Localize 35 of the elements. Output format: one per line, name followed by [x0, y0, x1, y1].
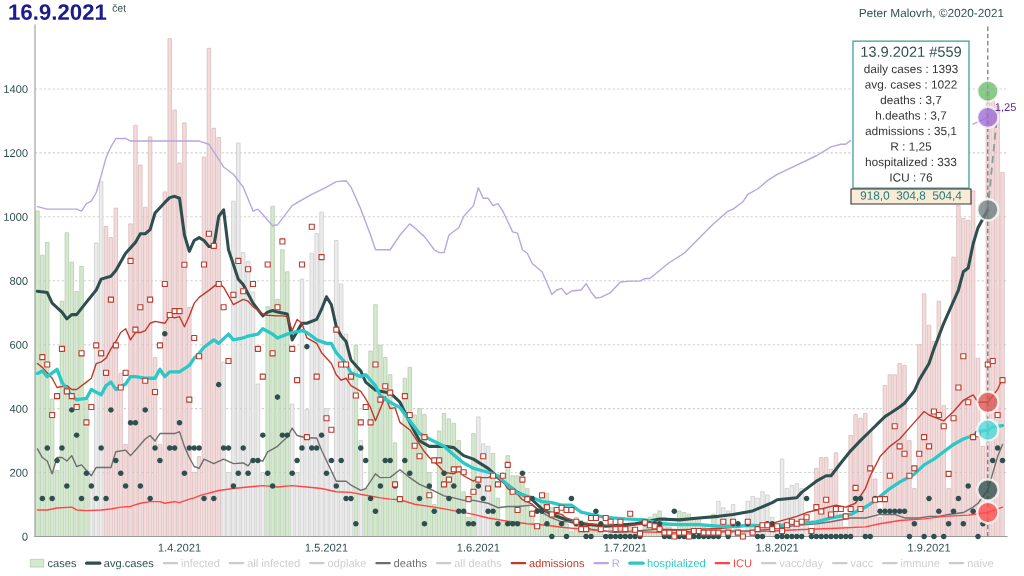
annotation: R : 1,25 [891, 142, 932, 153]
y-tick-label: 600 [10, 340, 28, 349]
legend-label: cases [47, 561, 77, 568]
x-tick-label: 1.9.2021 [908, 543, 951, 552]
y-tick-label: 1200 [4, 149, 28, 158]
annotation: h.deaths : 3,7 [876, 111, 947, 122]
y-tick-label: 1400 [4, 85, 28, 94]
chart-title: 16.9.2021 [9, 4, 107, 20]
annotation: hospitalized : 333 [865, 157, 957, 169]
annotation: admissions : 35,1 [865, 126, 957, 137]
legend-label: R [612, 559, 620, 568]
text: Peter Malovrh, ©2020-2021 [859, 8, 1004, 19]
y-tick-label: 200 [10, 468, 28, 477]
legend-label: avg.cases [104, 561, 154, 570]
x-tick-label: 1.7.2021 [604, 543, 647, 552]
annotation: 13.9.2021 #559 [861, 46, 961, 57]
annotation: daily cases : 1393 [864, 64, 958, 76]
annotation: 1,25 [995, 103, 1016, 113]
annotation: ICU : 76 [890, 173, 933, 182]
x-tick-label: 1.4.2021 [158, 543, 201, 552]
x-tick-label: 1.6.2021 [457, 543, 500, 552]
x-tick-label: 1.5.2021 [305, 543, 348, 552]
x-tick-label: 1.8.2021 [756, 543, 799, 552]
chart-subtitle: čet [112, 4, 126, 12]
annotation: deaths : 3,7 [880, 95, 942, 106]
y-tick-label: 400 [9, 404, 28, 413]
y-tick-label: 1000 [4, 213, 28, 221]
annotation: 918,0 304,8 504,4 [860, 191, 962, 202]
legend-label: admissions [529, 558, 585, 568]
legend-label: ICU [733, 559, 752, 568]
y-tick-label: 0 [22, 532, 28, 541]
y-tick-label: 800 [10, 277, 28, 285]
legend-label: hospitalized [647, 558, 705, 570]
annotation: avg. cases : 1022 [865, 80, 957, 91]
legend-label: deaths [394, 558, 427, 568]
